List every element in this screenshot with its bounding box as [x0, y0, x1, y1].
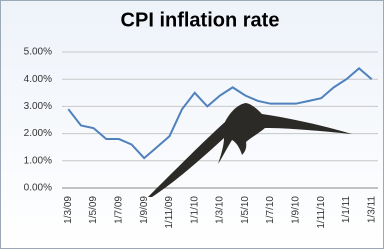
y-tick-label: 1.00% [24, 155, 52, 166]
x-tick-label: 1/11/10 [316, 196, 327, 229]
x-tick-label: 1/3/10 [215, 196, 226, 224]
y-tick-label: 0.00% [24, 183, 52, 194]
x-tick-label: 1/11/09 [164, 196, 175, 229]
x-tick-label: 1/7/10 [265, 196, 276, 224]
y-tick-label: 4.00% [24, 74, 52, 85]
x-tick-label: 1/3/09 [63, 196, 74, 224]
x-tick-label: 1/9/10 [290, 196, 301, 224]
y-tick-label: 5.00% [24, 47, 52, 58]
x-tick-label: 1/3/11 [366, 196, 377, 223]
chart: CPI inflation rate 0.00% 1.00% 2.00% 3.00% 4… [0, 0, 384, 249]
chart-title: CPI inflation rate [121, 9, 280, 31]
x-tick-label: 1/5/10 [240, 196, 251, 224]
y-tick-label: 2.00% [24, 128, 52, 139]
x-tick-label: 1/5/09 [88, 196, 99, 224]
x-tick-label: 1/1/10 [189, 196, 200, 224]
x-tick-label: 1/7/09 [114, 196, 125, 224]
x-tick-label: 1/1/11 [341, 196, 352, 223]
x-tick-label: 1/9/09 [139, 196, 150, 224]
y-tick-label: 3.00% [24, 101, 52, 112]
